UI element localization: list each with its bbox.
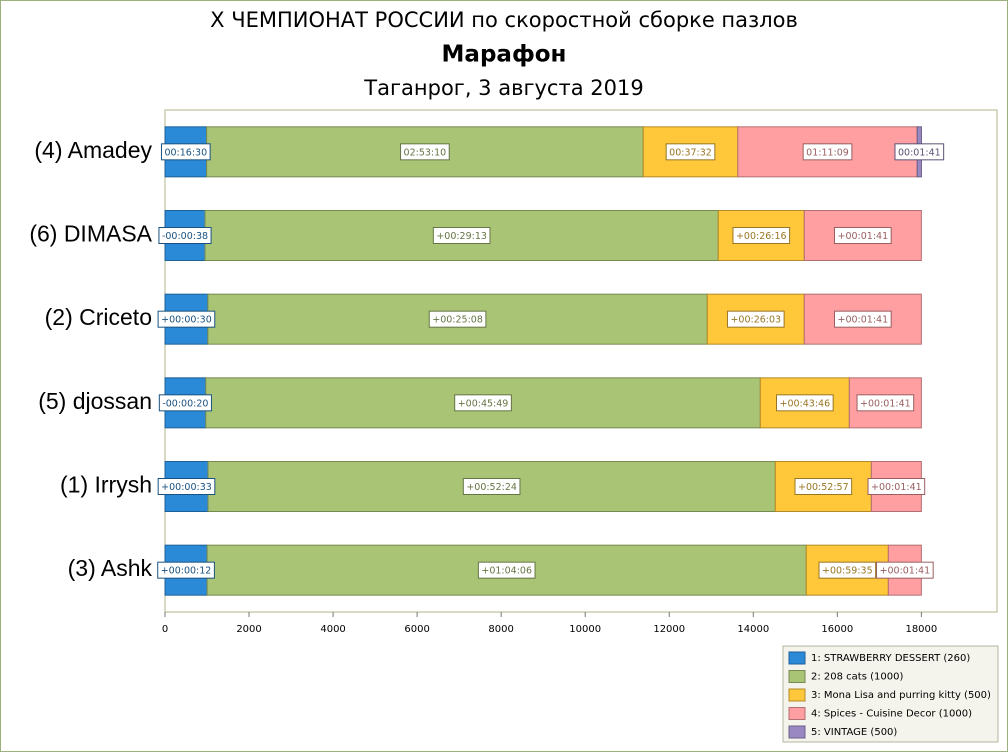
y-tick-label: (5) djossan [38,388,152,414]
y-tick-label: (6) DIMASA [29,221,152,247]
legend [782,645,999,743]
chart-caption: Таганрог, 3 августа 2019 [363,76,643,100]
value-label: +00:26:03 [730,315,781,326]
value-label: +00:01:41 [880,566,931,577]
x-tick-label: 8000 [488,624,513,635]
y-tick-label: (1) Irrysh [60,472,152,498]
chart-subtitle: Марафон [442,42,567,68]
value-label: -00:00:38 [162,231,208,242]
value-label-box [157,561,215,579]
value-label-box [428,310,487,328]
value-label: 00:01:41 [898,147,941,158]
value-label-box [157,478,216,495]
legend-swatch [788,707,806,720]
value-label: +00:52:57 [798,482,849,493]
value-label-box [732,227,791,244]
value-label-box [876,561,934,579]
value-label-box [400,143,450,161]
value-label-box [867,478,926,495]
value-label: +01:04:06 [481,566,532,577]
value-label: +00:59:35 [822,566,873,577]
value-label-box [665,143,716,161]
value-label: 01:11:09 [806,147,849,158]
value-label-box [834,227,892,244]
legend-swatch [788,688,806,702]
legend-label: 5: VINTAGE (500) [811,727,897,738]
value-label-box [157,310,216,328]
value-label-box [432,227,491,244]
y-tick-label: (2) Criceto [45,304,152,330]
y-tick-label: (4) Amadey [34,137,152,163]
value-label: +00:01:41 [838,231,889,242]
value-label: +00:52:24 [466,482,517,493]
value-label-box [158,394,212,412]
value-label: +00:43:46 [780,398,831,409]
legend-label: 4: Spices - Cuisine Decor (1000) [811,709,972,720]
value-label: 00:37:32 [669,147,712,158]
value-label: +00:29:13 [436,231,487,242]
value-label: +00:00:33 [161,482,212,493]
legend-swatch [788,670,806,683]
x-tick-label: 6000 [404,624,429,635]
x-tick-label: 18000 [905,624,937,635]
value-label-box [462,478,521,495]
legend-label: 1: STRAWBERRY DESSERT (260) [811,653,970,664]
value-label: 02:53:10 [404,147,447,158]
value-label: +00:00:12 [161,566,212,577]
legend-swatch [788,725,806,739]
legend-label: 3: Mona Lisa and purring kitty (500) [811,690,991,701]
x-tick-label: 14000 [737,624,769,635]
value-label-box [776,394,834,412]
value-label-box [454,394,512,412]
x-tick-label: 16000 [821,624,853,635]
value-label-box [726,310,785,328]
value-label-box [834,310,892,328]
x-tick-label: 2000 [236,624,261,635]
y-tick-label: (3) Ashk [68,555,153,581]
value-label: +00:01:41 [838,315,889,326]
value-label: +00:26:16 [736,231,787,242]
x-tick-label: 10000 [569,624,601,635]
value-label: +00:01:41 [871,482,922,493]
value-label: +00:01:41 [860,398,911,409]
value-label-box [160,143,211,161]
value-label-box [477,561,536,579]
x-tick-label: 0 [162,624,168,635]
legend-swatch [788,651,806,665]
value-label-box [894,143,945,161]
value-label-box [818,561,877,579]
value-label: +00:45:49 [458,398,509,409]
x-tick-label: 4000 [320,624,345,635]
value-label-box [794,478,853,495]
x-tick-label: 12000 [653,624,685,635]
value-label: +00:25:08 [432,315,483,326]
value-label: +00:00:30 [161,315,212,326]
chart-title: X ЧЕМПИОНАТ РОССИИ по скоростной сборке … [210,8,798,32]
legend-label: 2: 208 cats (1000) [811,672,903,683]
value-label-box [802,143,853,161]
value-label: -00:00:20 [162,398,208,409]
value-label: 00:16:30 [164,147,207,158]
value-label-box [158,227,212,244]
plot-area [164,109,998,613]
value-label-box [856,394,915,412]
